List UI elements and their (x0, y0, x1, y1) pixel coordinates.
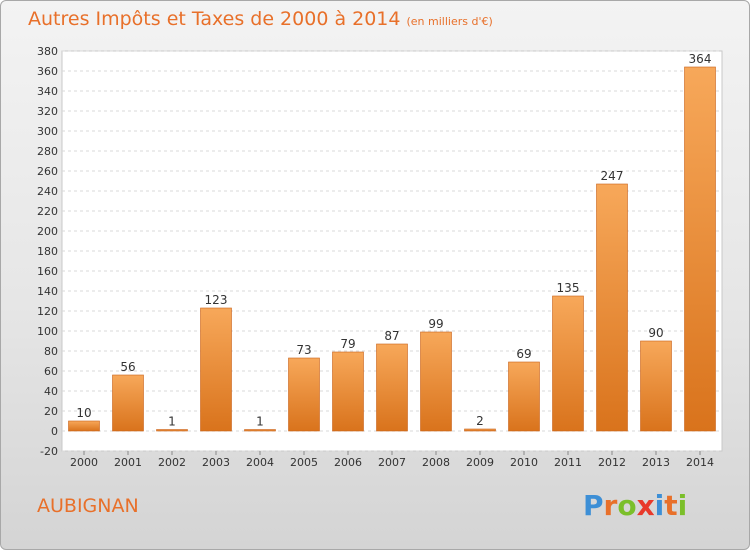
y-tick-label: 100 (37, 325, 58, 338)
proxiti-logo: Proxiti (583, 489, 687, 522)
y-tick-label: 280 (37, 145, 58, 158)
y-tick-label: 60 (44, 365, 58, 378)
y-tick-label: 240 (37, 185, 58, 198)
y-tick-label: 140 (37, 285, 58, 298)
bar-value-label: 2 (476, 414, 484, 428)
logo-letter: r (603, 489, 618, 522)
bar-value-label: 90 (648, 326, 663, 340)
y-tick-label: 220 (37, 205, 58, 218)
y-tick-label: 20 (44, 405, 58, 418)
x-tick-label: 2002 (158, 456, 186, 469)
logo-letter: x (636, 489, 655, 522)
logo-letter: t (664, 489, 678, 522)
logo-letter: P (583, 489, 604, 522)
bar-value-label: 123 (205, 293, 228, 307)
x-tick-label: 2006 (334, 456, 362, 469)
x-tick-label: 2010 (510, 456, 538, 469)
y-tick-label: 40 (44, 385, 58, 398)
y-tick-label: 120 (37, 305, 58, 318)
bar-value-label: 87 (384, 329, 399, 343)
logo-letter: o (617, 489, 637, 522)
bar (156, 429, 188, 432)
x-tick-label: 2007 (378, 456, 406, 469)
x-tick-label: 2009 (466, 456, 494, 469)
bar (112, 374, 144, 432)
bar-value-label: 1 (168, 415, 176, 429)
bar-value-label: 99 (428, 317, 443, 331)
y-tick-label: 300 (37, 125, 58, 138)
y-tick-label: 0 (51, 425, 58, 438)
x-axis-labels: 2000 2001 2002 2003 2004 2005 2006 2007 2008 2009… (70, 451, 714, 469)
y-tick-label: -20 (40, 445, 58, 458)
bar-value-label: 135 (557, 281, 580, 295)
x-tick-label: 2005 (290, 456, 318, 469)
y-tick-label: 360 (37, 65, 58, 78)
bar-value-label: 364 (689, 52, 712, 66)
bar-value-label: 56 (120, 360, 135, 374)
y-tick-label: 160 (37, 265, 58, 278)
bar (376, 343, 408, 432)
bar (420, 331, 452, 432)
bar (288, 357, 320, 432)
chart-title-text: Autres Impôts et Taxes de 2000 à 2014 (28, 8, 401, 30)
bar (464, 428, 496, 432)
x-tick-label: 2004 (246, 456, 274, 469)
x-tick-label: 2001 (114, 456, 142, 469)
chart-title: Autres Impôts et Taxes de 2000 à 2014 (en… (28, 8, 493, 30)
bar (332, 351, 364, 432)
bar-value-label: 1 (256, 415, 264, 429)
y-tick-label: 260 (37, 165, 58, 178)
x-tick-label: 2003 (202, 456, 230, 469)
bar (244, 429, 276, 432)
y-axis-labels: -20 0 20 40 60 80 100 120 140 160 180 200 220 240 260 2… (37, 45, 58, 458)
y-tick-label: 200 (37, 225, 58, 238)
bar (68, 420, 100, 432)
logo-letter: i (654, 489, 665, 522)
y-tick-label: 380 (37, 45, 58, 58)
x-tick-label: 2011 (554, 456, 582, 469)
bars-layer: 10 56 1 123 1 73 79 87 99 2 69 135 247 90 364 (68, 52, 716, 432)
bar (200, 307, 232, 432)
x-tick-label: 2013 (642, 456, 670, 469)
x-tick-label: 2012 (598, 456, 626, 469)
bar-value-label: 247 (601, 169, 624, 183)
bar (684, 66, 716, 432)
y-tick-label: 180 (37, 245, 58, 258)
bar (552, 295, 584, 432)
bar (640, 340, 672, 432)
bar-value-label: 69 (516, 347, 531, 361)
bar-value-label: 73 (296, 343, 311, 357)
commune-name: AUBIGNAN (37, 495, 139, 517)
chart-subtitle: (en milliers d'€) (406, 15, 493, 28)
y-tick-label: 340 (37, 85, 58, 98)
x-tick-label: 2008 (422, 456, 450, 469)
x-tick-label: 2014 (686, 456, 714, 469)
bar (596, 183, 628, 432)
bar (508, 361, 540, 432)
bar-value-label: 10 (76, 406, 91, 420)
logo-letter: i (677, 489, 688, 522)
y-tick-label: 320 (37, 105, 58, 118)
bar-value-label: 79 (340, 337, 355, 351)
x-tick-label: 2000 (70, 456, 98, 469)
y-tick-label: 80 (44, 345, 58, 358)
